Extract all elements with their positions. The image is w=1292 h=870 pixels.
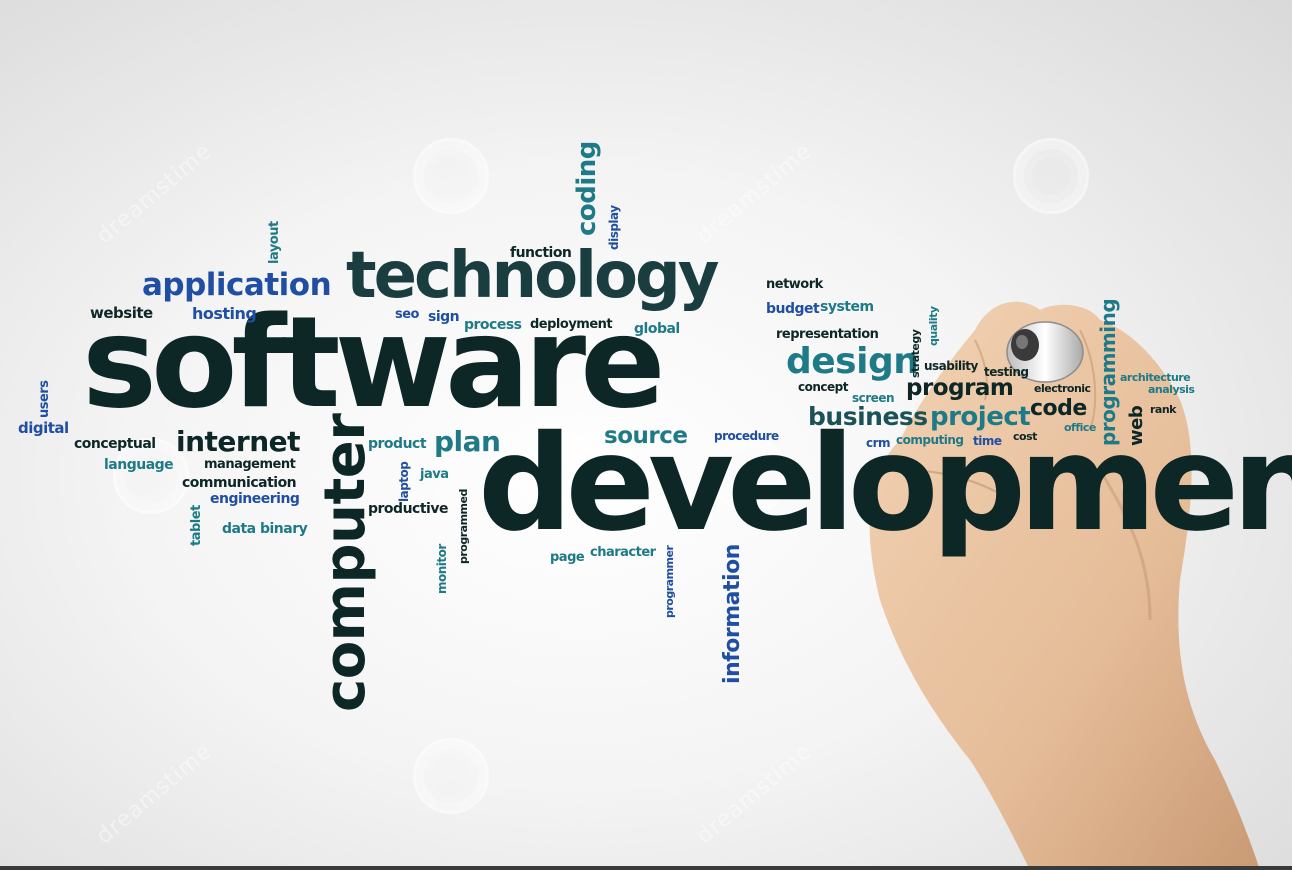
word-analysis: analysis: [1148, 384, 1194, 395]
word-representation: representation: [776, 328, 878, 341]
word-character: character: [590, 546, 656, 559]
word-java: java: [420, 468, 448, 481]
word-display: display: [608, 205, 620, 250]
word-function: function: [510, 246, 571, 260]
word-global: global: [634, 322, 680, 336]
bottom-border: [0, 866, 1292, 870]
word-rank: rank: [1150, 404, 1176, 415]
word-coding: coding: [574, 141, 600, 236]
word-quality: quality: [928, 306, 939, 346]
word-source: source: [604, 425, 687, 448]
word-crm: crm: [866, 437, 890, 449]
word-procedure: procedure: [714, 430, 779, 442]
word-product: product: [368, 437, 426, 451]
word-program: program: [906, 377, 1013, 400]
word-website: website: [90, 306, 153, 321]
word-usability: usability: [924, 360, 978, 372]
word-conceptual: conceptual: [74, 437, 156, 451]
word-sign: sign: [428, 310, 459, 324]
word-programmer: programmer: [664, 546, 675, 618]
word-project: project: [930, 404, 1030, 430]
word-programmed: programmed: [458, 489, 469, 564]
word-seo: seo: [395, 308, 419, 321]
word-hosting: hosting: [192, 306, 256, 322]
word-internet: internet: [176, 428, 300, 456]
word-information: information: [722, 544, 744, 684]
word-code: code: [1030, 398, 1087, 420]
word-office: office: [1064, 422, 1096, 433]
word-plan: plan: [434, 428, 500, 456]
word-page: page: [550, 551, 584, 564]
word-time: time: [973, 435, 1002, 447]
word-computer: computer: [318, 414, 374, 712]
word-web: web: [1128, 406, 1146, 446]
word-deployment: deployment: [530, 318, 612, 331]
word-network: network: [766, 278, 823, 291]
word-data-binary: data binary: [222, 522, 307, 536]
word-testing: testing: [984, 366, 1029, 378]
word-screen: screen: [852, 392, 894, 404]
word-management: management: [204, 458, 295, 471]
word-business: business: [808, 404, 928, 429]
word-concept: concept: [798, 381, 848, 393]
word-design: design: [786, 344, 918, 380]
word-users: users: [38, 381, 51, 418]
word-system: system: [820, 300, 874, 314]
word-layout: layout: [268, 221, 281, 264]
word-electronic: electronic: [1034, 383, 1091, 394]
word-engineering: engineering: [210, 492, 299, 506]
word-laptop: laptop: [398, 462, 410, 502]
word-tablet: tablet: [190, 505, 203, 546]
word-cost: cost: [1013, 431, 1037, 442]
word-process: process: [464, 318, 522, 332]
word-computing: computing: [896, 434, 963, 446]
word-programming: programming: [1098, 299, 1118, 446]
word-application: application: [142, 270, 331, 301]
word-architecture: architecture: [1120, 372, 1190, 383]
word-strategy: strategy: [910, 330, 921, 378]
word-monitor: monitor: [436, 544, 448, 594]
word-language: language: [104, 458, 173, 472]
word-communication: communication: [182, 476, 296, 490]
word-digital: digital: [18, 421, 69, 436]
word-budget: budget: [766, 302, 819, 316]
word-productive: productive: [368, 502, 448, 516]
